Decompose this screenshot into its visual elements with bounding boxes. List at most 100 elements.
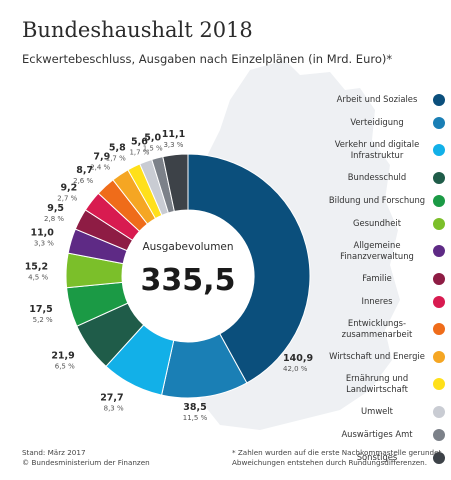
legend-item: Umwelt (300, 400, 445, 423)
value-label-inneres: 9,2 (60, 182, 77, 193)
value-label-auswaertiges-amt: 5,0 (144, 133, 161, 144)
chart-subtitle: Eckwertebeschluss, Ausgaben nach Einzelp… (22, 52, 393, 66)
legend-label-line: Arbeit und Soziales (336, 94, 418, 104)
legend-swatch (433, 194, 445, 207)
percent-label-entwicklungs-zusammenarbeit: 2,6 % (73, 177, 93, 185)
value-label-bildung-und-forschung: 17,5 (29, 304, 52, 315)
rounding-note: * Zahlen wurden auf die erste Nachkommas… (232, 448, 444, 468)
legend-swatch (433, 405, 445, 418)
legend-label-line: Bundesschuld (347, 172, 407, 182)
legend-label: Sonstiges (327, 452, 427, 463)
legend-item: Gesundheit (300, 212, 445, 235)
legend-label: Bundesschuld (327, 172, 427, 183)
value-label-verteidigung: 38,5 (183, 402, 206, 413)
legend-item: Verteidigung (300, 111, 445, 134)
legend-label: Inneres (327, 296, 427, 307)
value-label-gesundheit: 15,2 (25, 262, 48, 273)
percent-label-inneres: 2,7 % (57, 194, 77, 202)
percent-label-bildung-und-forschung: 5,2 % (33, 316, 53, 324)
legend: Arbeit und Soziales Verteidigung Verkehr u… (300, 88, 445, 469)
legend-swatch (433, 245, 445, 257)
donut-chart: 140,942,0 % 38,511,5 % 27,78,3 % 21,96,5 % 1… (25, 129, 313, 422)
percent-label-verteidigung: 11,5 % (183, 414, 208, 422)
legend-swatch (433, 171, 445, 184)
legend-label-line: Verkehr und digitale (334, 139, 420, 149)
legend-swatch (433, 116, 445, 129)
legend-swatch (433, 144, 445, 156)
percent-label-auswaertiges-amt: 1,5 % (143, 145, 163, 153)
legend-item: Bildung und Forschung (300, 189, 445, 212)
percent-label-bundesschuld: 6,5 % (55, 362, 75, 370)
percent-label-familie: 2,8 % (44, 215, 64, 223)
source-note: Stand: März 2017 © Bundesministerium der… (22, 448, 150, 468)
legend-label: Umwelt (327, 406, 427, 417)
legend-label-line: Allgemeine (353, 240, 401, 250)
source-date: Stand: März 2017 (22, 448, 86, 457)
donut-center (122, 210, 254, 342)
legend-swatch (433, 93, 445, 106)
legend-label: Entwicklungs-zusammenarbeit (327, 318, 427, 340)
legend-label: Ernährung und Landwirtschaft (327, 373, 427, 395)
value-label-ernaehrung-und-landwirtschaft: 5,8 (109, 143, 126, 154)
legend-item: Arbeit und Soziales (300, 88, 445, 111)
legend-item: Sonstiges (300, 446, 445, 469)
percent-label-wirtschaft-und-energie: 2,4 % (90, 164, 110, 172)
legend-label: Arbeit und Soziales (327, 94, 427, 105)
legend-label: Familie (327, 273, 427, 284)
value-label-allgemeine-finanzverwaltung: 11,0 (30, 228, 54, 239)
legend-label: Verteidigung (327, 117, 427, 128)
value-label-entwicklungs-zusammenarbeit: 8,7 (76, 165, 93, 176)
legend-label-line: Finanzverwaltung (340, 251, 414, 261)
center-total-value: 335,5 (141, 263, 236, 298)
percent-label-ernaehrung-und-landwirtschaft: 1,7 % (106, 155, 126, 163)
value-label-wirtschaft-und-energie: 7,9 (93, 152, 110, 163)
percent-label-umwelt: 1,7 % (129, 149, 149, 157)
legend-label: Bildung und Forschung (327, 195, 427, 206)
legend-item: Bundesschuld (300, 166, 445, 189)
legend-swatch (433, 378, 445, 390)
legend-item: Auswärtiges Amt (300, 423, 445, 446)
legend-item: Allgemeine Finanzverwaltung (300, 235, 445, 267)
legend-label: Allgemeine Finanzverwaltung (327, 240, 427, 262)
legend-item: Familie (300, 267, 445, 290)
percent-label-verkehr-und-digitale-infrastruktur: 8,3 % (104, 404, 124, 412)
legend-label: Wirtschaft und Energie (327, 351, 427, 362)
legend-swatch (433, 428, 445, 441)
value-label-familie: 9,5 (47, 203, 64, 214)
percent-label-allgemeine-finanzverwaltung: 3,3 % (34, 240, 54, 248)
percent-label-sonstiges: 3,3 % (163, 141, 183, 149)
legend-item: Wirtschaft und Energie (300, 345, 445, 368)
legend-label-line: Landwirtschaft (346, 384, 408, 394)
legend-label-line: Verteidigung (350, 117, 404, 127)
legend-label-line: Infrastruktur (350, 150, 404, 160)
legend-swatch (433, 350, 445, 363)
legend-swatch (433, 451, 445, 464)
value-label-umwelt: 5,6 (131, 137, 148, 148)
legend-label-line: Familie (362, 273, 392, 283)
value-label-verkehr-und-digitale-infrastruktur: 27,7 (100, 392, 123, 403)
legend-swatch (433, 323, 445, 335)
legend-label-line: Sonstiges (356, 452, 398, 462)
rounding-note-line2: Abweichungen entstehen durch Rundungsdif… (232, 458, 428, 467)
legend-label-line: zusammenarbeit (341, 329, 413, 339)
legend-label: Gesundheit (327, 218, 427, 229)
value-label-bundesschuld: 21,9 (51, 350, 74, 361)
legend-label: Verkehr und digitale Infrastruktur (327, 139, 427, 161)
percent-label-arbeit-und-soziales: 42,0 % (283, 365, 308, 373)
legend-label-line: Inneres (361, 296, 393, 306)
legend-label-line: Gesundheit (352, 218, 401, 228)
value-label-arbeit-und-soziales: 140,9 (283, 353, 313, 364)
rounding-note-line1: * Zahlen wurden auf die erste Nachkommas… (232, 448, 444, 457)
percent-label-gesundheit: 4,5 % (28, 274, 48, 282)
legend-swatch (433, 272, 445, 285)
value-label-sonstiges: 11,1 (162, 129, 185, 140)
legend-swatch (433, 217, 445, 230)
legend-label-line: Umwelt (361, 406, 393, 416)
legend-label-line: Auswärtiges Amt (341, 429, 413, 439)
legend-label: Auswärtiges Amt (327, 429, 427, 440)
legend-label-line: Wirtschaft und Energie (329, 351, 425, 361)
legend-label-line: Ernährung und (345, 373, 409, 383)
legend-item: Ernährung und Landwirtschaft (300, 368, 445, 400)
legend-label-line: Entwicklungs- (347, 318, 407, 328)
legend-item: Entwicklungs-zusammenarbeit (300, 313, 445, 345)
